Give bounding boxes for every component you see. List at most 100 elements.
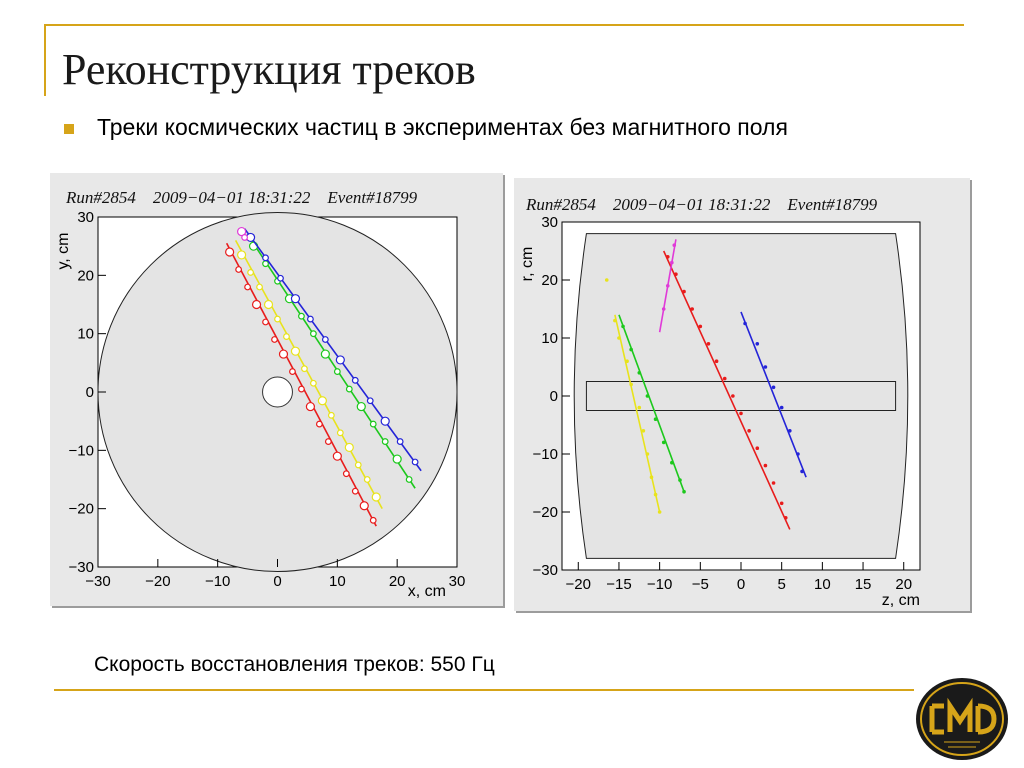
- track-hit: [315, 420, 323, 428]
- track-hit: [244, 283, 251, 291]
- track-hit: [321, 336, 329, 343]
- track-hit: [235, 266, 243, 273]
- plot-title: Run#2854 2009−04−01 18:31:22 Event#18799: [525, 195, 878, 214]
- zr-plot-panel: −20 −15 −10 −5 0 5 10 15 20 −30 −20 −10 0 10 20 30 Run#2…: [514, 178, 970, 611]
- detector-outline: [573, 233, 909, 559]
- track-hit: [366, 397, 374, 405]
- track-hit: [672, 243, 677, 247]
- track-hit: [333, 368, 341, 375]
- bullet-text: Треки космических частиц в экспериментах…: [97, 114, 788, 140]
- track-hit: [307, 315, 314, 323]
- track-hit: [739, 411, 743, 416]
- y-tick-label: −10: [533, 446, 558, 463]
- track-hit: [345, 385, 353, 393]
- x-tick-label: 0: [273, 573, 281, 590]
- track-hit: [371, 492, 381, 502]
- slide-title: Реконструкция треков: [62, 45, 476, 94]
- x-tick-label: 20: [895, 576, 912, 593]
- track-hit: [274, 315, 281, 323]
- track-hit: [604, 278, 609, 282]
- track-hit: [324, 438, 332, 445]
- track-hit: [670, 260, 674, 265]
- track-hit: [290, 294, 301, 304]
- y-tick-label: 30: [541, 214, 558, 231]
- track-hit: [225, 247, 235, 257]
- track-hit: [359, 501, 369, 511]
- track-hit: [682, 289, 686, 294]
- x-tick-label: −30: [85, 573, 110, 590]
- y-tick-label: −10: [69, 442, 94, 459]
- track-hit: [731, 394, 735, 398]
- track-hit: [661, 307, 666, 311]
- x-tick-label: 15: [855, 576, 872, 593]
- track-hit: [678, 478, 682, 482]
- track-hit: [637, 371, 642, 375]
- track-hit: [342, 470, 350, 478]
- track-hit: [381, 438, 389, 445]
- track-hit: [344, 442, 354, 453]
- y-axis-label: r, cm: [519, 247, 536, 282]
- track-line: [246, 234, 416, 489]
- track-hit: [755, 446, 760, 451]
- x-axis-label: x, cm: [408, 583, 446, 600]
- track-hit: [396, 438, 404, 445]
- track-hit: [649, 475, 654, 480]
- track-hit: [262, 318, 269, 326]
- track-hit: [327, 411, 335, 419]
- track-hit: [354, 461, 362, 469]
- track-hit: [706, 342, 711, 346]
- track-hit: [262, 260, 269, 268]
- y-tick-label: 0: [86, 384, 94, 401]
- track-hit: [380, 416, 390, 426]
- track-hit: [310, 379, 317, 387]
- track-hit: [256, 283, 263, 291]
- track-hit: [289, 368, 296, 375]
- track-hit: [771, 385, 776, 390]
- zr-plot: −20 −15 −10 −5 0 5 10 15 20 −30 −20 −10 0 10 20 30Run#2…: [519, 195, 921, 609]
- track-hit: [788, 429, 792, 433]
- track-hit: [625, 359, 629, 363]
- x-tick-label: −5: [692, 576, 709, 593]
- bullet-marker: [64, 124, 74, 134]
- y-tick-label: 20: [77, 267, 94, 284]
- beam-pipe: [585, 381, 897, 411]
- track-hit: [629, 347, 633, 352]
- track-hit: [247, 269, 254, 276]
- y-axis-label: y, cm: [55, 232, 72, 269]
- track-hit: [665, 284, 670, 288]
- track-line: [740, 311, 807, 478]
- track-hit: [670, 460, 674, 465]
- track-hit: [653, 417, 658, 421]
- track-hit: [629, 382, 633, 387]
- x-tick-label: 20: [389, 573, 406, 590]
- track-line: [243, 228, 422, 472]
- track-hit: [310, 330, 317, 338]
- track-hit: [796, 452, 800, 456]
- track-hit: [298, 312, 305, 320]
- track-hit: [755, 342, 760, 346]
- track-hit: [411, 458, 419, 466]
- y-tick-label: 0: [550, 388, 558, 405]
- track-hit: [305, 401, 316, 412]
- track-hit: [332, 451, 342, 461]
- track-hit: [251, 299, 262, 310]
- track-hit: [278, 349, 289, 359]
- track-hit: [298, 385, 305, 393]
- track-hit: [277, 274, 284, 282]
- track-hit: [363, 476, 371, 483]
- y-tick-label: −30: [69, 559, 94, 576]
- track-hit: [779, 405, 784, 410]
- y-tick-label: −30: [533, 562, 558, 579]
- x-axis-label: z, cm: [882, 592, 920, 609]
- track-hit: [617, 336, 621, 340]
- x-tick-label: −10: [647, 576, 672, 593]
- track-hit: [641, 429, 646, 433]
- track-hit: [800, 469, 804, 474]
- y-tick-label: 20: [541, 272, 558, 289]
- y-tick-label: 30: [77, 209, 94, 226]
- x-tick-label: −20: [566, 576, 591, 593]
- beam-pipe: [262, 376, 293, 408]
- track-hit: [763, 463, 768, 468]
- track-hit: [771, 481, 776, 485]
- y-tick-label: −20: [69, 501, 94, 518]
